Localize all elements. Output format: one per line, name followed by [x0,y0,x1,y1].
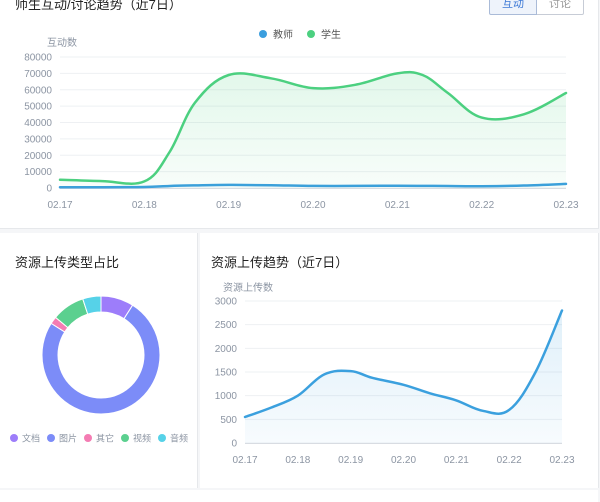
pie-legend-label: 文档 [22,433,40,444]
pie-legend-dot [121,434,129,442]
donut-slice-5 [82,295,102,315]
interaction-trend-chart: 互动数 0 10000 20000 30000 40000 50000 60000 70000 8… [24,36,579,211]
x-tick-label: 02.23 [549,455,574,466]
x-tick-label: 02.22 [469,200,494,211]
legend-dot-student [307,29,315,38]
y-tick-label: 40000 [24,118,52,129]
x-tick-label: 02.17 [47,200,72,211]
interaction-trend-panel: 师生互动/讨论趋势（近7日） 互动 讨论 教师 学生 互动数 0 10000 2000… [0,0,599,229]
pie-legend-label: 图片 [59,433,77,444]
y-tick-label: 1000 [215,391,238,402]
y-tick-label: 2500 [215,320,238,331]
y-tick-label: 20000 [24,151,52,162]
y-tick-label: 3000 [215,297,238,308]
x-tick-label: 02.20 [300,200,325,211]
legend-label-student: 学生 [321,30,341,41]
y-tick-label: 50000 [24,102,52,113]
y-tick-label: 80000 [24,53,52,64]
x-tick-label: 02.22 [497,455,522,466]
pie-legend-dot [158,434,166,442]
metric-toggle: 互动 讨论 [489,0,584,15]
y-tick-label: 0 [46,184,52,195]
bottom-panel-edge [0,490,598,502]
legend-dot-teacher [259,29,267,38]
y-tick-label: 0 [231,439,237,450]
y-tick-label: 2000 [215,344,238,355]
resource-upload-panel: 资源上传趋势（近7日） 资源上传数 0 500 1000 1500 2000 2500 300… [200,233,599,488]
y-axis-title: 互动数 [47,36,77,49]
pie-legend-item-1[interactable]: 文档 [10,433,40,444]
pie-legend-item-5[interactable]: 音频 [158,433,188,444]
pie-legend-dot [10,434,18,442]
series-line-2 [58,70,568,185]
pie-legend-label: 视频 [133,433,151,444]
y-tick-label: 60000 [24,85,52,96]
resource-type-panel: 资源上传类型占比 文档 图片 其它 视频 音频 [0,233,198,488]
interaction-trend-title: 师生互动/讨论趋势（近7日） [15,0,182,12]
x-tick-label: 02.19 [216,200,241,211]
y-tick-label: 10000 [24,167,52,178]
resource-type-donut-chart: 文档 图片 其它 视频 音频 [10,295,188,444]
pie-legend-dot [47,434,55,442]
pie-legend-label: 其它 [96,433,114,444]
pie-legend-item-3[interactable]: 其它 [84,433,114,444]
x-tick-label: 02.21 [385,200,410,211]
x-tick-label: 02.18 [132,200,157,211]
x-tick-label: 02.21 [444,455,469,466]
legend-item-teacher[interactable]: 教师 [259,26,293,41]
x-tick-label: 02.19 [338,455,363,466]
x-tick-label: 02.17 [232,455,257,466]
x-tick-label: 02.20 [391,455,416,466]
y-tick-label: 1500 [215,368,238,379]
x-tick-label: 02.18 [285,455,310,466]
resource-upload-title: 资源上传趋势（近7日） [211,255,349,270]
toggle-discussion-button[interactable]: 讨论 [537,0,584,15]
y-tick-label: 70000 [24,69,52,80]
pie-legend-dot [84,434,92,442]
y-axis-title: 资源上传数 [223,281,273,294]
resource-type-title: 资源上传类型占比 [15,255,120,270]
resource-upload-chart: 资源上传数 0 500 1000 1500 2000 2500 3000 02.17 02.18 0… [215,281,575,466]
series-area-2 [60,72,566,188]
y-tick-label: 500 [220,415,237,426]
pie-legend-item-4[interactable]: 视频 [121,433,151,444]
toggle-interaction-button[interactable]: 互动 [489,0,537,15]
y-tick-label: 30000 [24,134,52,145]
interaction-legend: 教师 学生 [259,26,355,41]
pie-legend-item-2[interactable]: 图片 [47,433,77,444]
x-tick-label: 02.23 [553,200,578,211]
legend-label-teacher: 教师 [273,30,293,41]
pie-legend-label: 音频 [170,433,188,444]
donut-slice-2 [41,304,161,415]
series-area-1 [245,310,562,443]
series-line-1 [243,309,564,419]
legend-item-student[interactable]: 学生 [307,26,341,41]
